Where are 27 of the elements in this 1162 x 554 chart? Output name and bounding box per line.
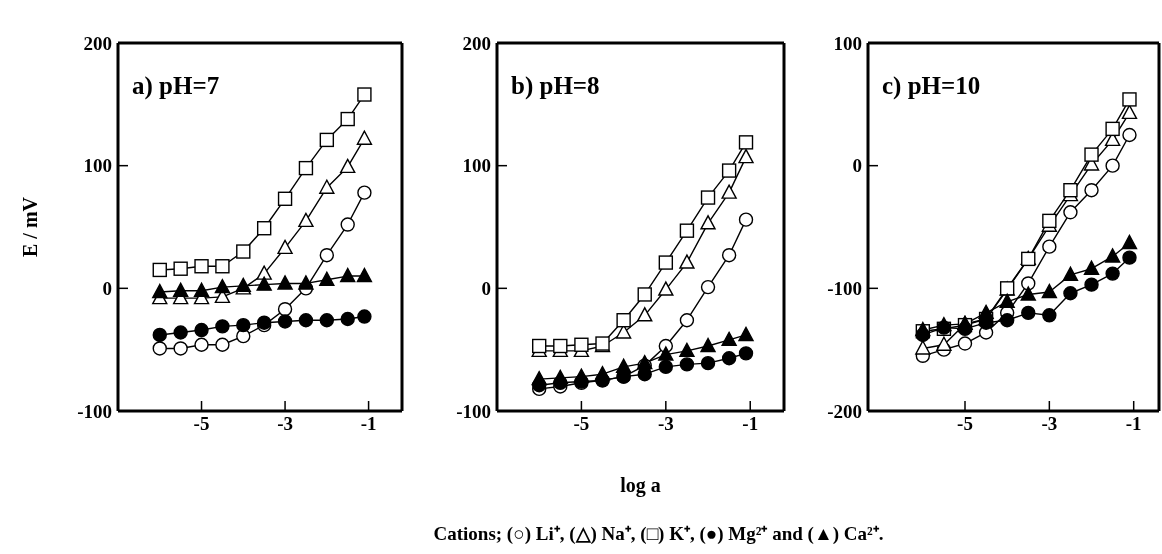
x-tick-label: -5 [573, 413, 590, 435]
y-tick-label: 200 [83, 32, 112, 54]
y-tick-label: 0 [852, 155, 862, 177]
y-tick-label: 0 [102, 278, 112, 300]
x-tick-label: -3 [1041, 413, 1058, 435]
text: c) pH=10 [882, 72, 981, 100]
x-tick-label: -5 [193, 413, 210, 435]
x-tick-label: -3 [657, 413, 674, 435]
y-tick-label: 100 [83, 155, 112, 177]
text: a) pH=7 [132, 72, 220, 100]
y-tick-label: -200 [827, 400, 862, 422]
x-tick-label: -1 [360, 413, 377, 435]
text: b) pH=8 [511, 72, 600, 100]
x-tick-label: -3 [277, 413, 293, 435]
y-tick-label: 100 [462, 155, 491, 177]
y-tick-label: -100 [827, 278, 862, 300]
x-tick-label: -1 [1125, 413, 1142, 435]
y-tick-label: -100 [77, 400, 112, 422]
text: Cations; (○) Li⁺, (△) Na⁺, (□) K⁺, (●) Mg²⁺ and (▲) Ca²⁺. [432, 522, 885, 546]
x-tick-label: -5 [957, 413, 973, 435]
y-tick-label: -100 [456, 400, 491, 422]
y-tick-label: 100 [833, 32, 862, 54]
x-tick-label: -1 [742, 413, 759, 435]
y-tick-label: 200 [462, 32, 491, 54]
x-axis-title: log a [620, 474, 661, 497]
y-axis-title: E / mV [19, 196, 42, 257]
y-tick-label: 0 [481, 278, 491, 300]
